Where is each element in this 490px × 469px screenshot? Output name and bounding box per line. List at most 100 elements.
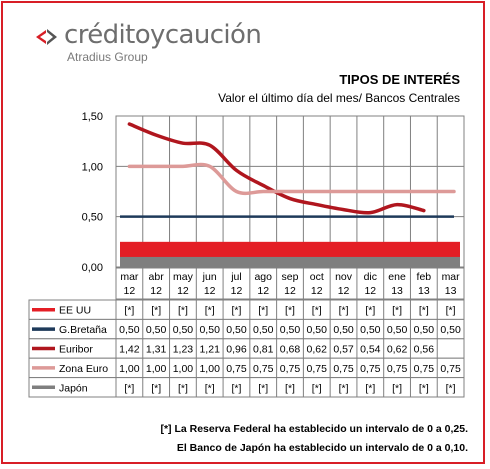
company-logo: créditoycaución Atradius Group — [34, 20, 274, 66]
table-cell-value: 0,75 — [387, 363, 408, 375]
table-cell-value: 1,31 — [146, 344, 167, 356]
table-cell-value: 0,75 — [253, 363, 274, 375]
table-cell-value: 0,50 — [146, 324, 167, 336]
table-cell-value: [*] — [232, 382, 242, 394]
table-cell-value: [*] — [285, 382, 295, 394]
table-cell-value: 0,50 — [119, 324, 140, 336]
x-tick-year: 12 — [204, 285, 216, 297]
legend-label: Zona Euro — [59, 363, 108, 375]
table-cell-value: 0,62 — [387, 344, 408, 356]
x-tick-year: 12 — [257, 285, 269, 297]
legend-label: G.Bretaña — [59, 324, 107, 336]
chevron-logo-icon — [36, 29, 57, 45]
x-tick-year: 13 — [391, 285, 403, 297]
table-cell-value: [*] — [312, 305, 322, 317]
table-cell-value: [*] — [232, 305, 242, 317]
table-cell-value: 0,75 — [280, 363, 301, 375]
table-cell-value: 0,68 — [280, 344, 301, 356]
footnote-fed: [*] La Reserva Federal ha establecido un… — [160, 423, 468, 435]
table-cell-value: [*] — [285, 305, 295, 317]
table-cell-value: [*] — [339, 382, 349, 394]
logo-group-text: Atradius Group — [67, 50, 148, 64]
table-cell-value: 0,50 — [253, 324, 274, 336]
x-tick-year: 12 — [150, 285, 162, 297]
x-tick-year: 12 — [124, 285, 136, 297]
table-cell-value: [*] — [419, 305, 429, 317]
table-cell-value: [*] — [419, 382, 429, 394]
x-tick-month: ene — [388, 271, 406, 283]
table-cell-value: 1,23 — [173, 344, 194, 356]
table-cell-value: 0,62 — [307, 344, 328, 356]
table-cell-value: 0,50 — [199, 324, 220, 336]
y-tick-label: 1,00 — [82, 161, 103, 173]
x-tick-month: mar — [120, 271, 139, 283]
table-cell-value: 0,50 — [440, 324, 461, 336]
x-tick-month: oct — [310, 271, 324, 283]
table-cell-value: 0,50 — [226, 324, 247, 336]
table-cell-value: 1,21 — [199, 344, 220, 356]
table-cell-value: [*] — [151, 382, 161, 394]
table-cell-value: [*] — [178, 382, 188, 394]
x-tick-month: ago — [254, 271, 272, 283]
y-tick-label: 1,50 — [82, 111, 103, 123]
table-cell-value: 1,42 — [119, 344, 140, 356]
table-cell-value: 0,57 — [333, 344, 354, 356]
table-cell-value: 0,50 — [333, 324, 354, 336]
table-cell-value: 1,00 — [199, 363, 220, 375]
table-cell-value: 0,54 — [360, 344, 381, 356]
table-cell-value: [*] — [446, 305, 456, 317]
x-tick-month: abr — [149, 271, 165, 283]
data-table: mar 12 abr 12 may 12 jun 12 jul 12 ago 12 sep 12 oct 12… — [28, 267, 465, 398]
x-tick-year: 12 — [364, 285, 376, 297]
table-cell-value: 0,75 — [360, 363, 381, 375]
legend-label: Japón — [59, 382, 88, 394]
table-cell-value: 0,50 — [414, 324, 435, 336]
line-zona-euro — [127, 162, 456, 196]
x-tick-month: mar — [442, 271, 461, 283]
x-tick-month: feb — [417, 271, 432, 283]
x-tick-month: jun — [202, 271, 217, 283]
table-cell-value: [*] — [392, 382, 402, 394]
chart-y-ticks: 0,00 0,50 1,00 1,50 — [82, 111, 103, 274]
table-cell-value: 0,75 — [414, 363, 435, 375]
x-tick-year: 12 — [338, 285, 350, 297]
table-cell-value: 0,50 — [360, 324, 381, 336]
table-cell-value: [*] — [178, 305, 188, 317]
table-cell-value: [*] — [151, 305, 161, 317]
table-cell-value: [*] — [365, 305, 375, 317]
x-tick-month: sep — [282, 271, 299, 283]
table-cell-value: [*] — [258, 305, 268, 317]
chart-subtitle: Valor el último día del mes/ Bancos Cent… — [218, 91, 460, 105]
table-row — [28, 377, 465, 398]
table-cell-value: 0,75 — [440, 363, 461, 375]
x-tick-month: jul — [230, 271, 242, 283]
table-cell-value: [*] — [124, 382, 134, 394]
table-cell-value: 0,50 — [387, 324, 408, 336]
legend-label: Euribor — [59, 344, 93, 356]
x-tick-month: dic — [364, 271, 377, 283]
logo-brand-text: créditoycaución — [64, 20, 262, 50]
x-tick-year: 12 — [177, 285, 189, 297]
table-cell-value: [*] — [339, 305, 349, 317]
band-japón — [120, 256, 460, 267]
x-tick-year: 12 — [311, 285, 323, 297]
x-tick-year: 12 — [231, 285, 243, 297]
table-cell-value: [*] — [312, 382, 322, 394]
table-cell-value: [*] — [258, 382, 268, 394]
y-tick-label: 0,50 — [82, 212, 103, 224]
table-cell-value: [*] — [365, 382, 375, 394]
table-cell-value: 0,75 — [226, 363, 247, 375]
table-cell-value: [*] — [446, 382, 456, 394]
x-tick-year: 13 — [445, 285, 457, 297]
table-cell-value: [*] — [205, 382, 215, 394]
table-cell-value: [*] — [392, 305, 402, 317]
table-cell-value: [*] — [205, 305, 215, 317]
table-cell-value: 0,75 — [333, 363, 354, 375]
x-tick-month: may — [173, 271, 194, 283]
table-cell-value: 0,75 — [307, 363, 328, 375]
table-cell-value: 0,81 — [253, 344, 274, 356]
legend-label: EE UU — [59, 305, 91, 317]
table-cell-value: 0,50 — [307, 324, 328, 336]
category-header-row — [115, 267, 465, 300]
